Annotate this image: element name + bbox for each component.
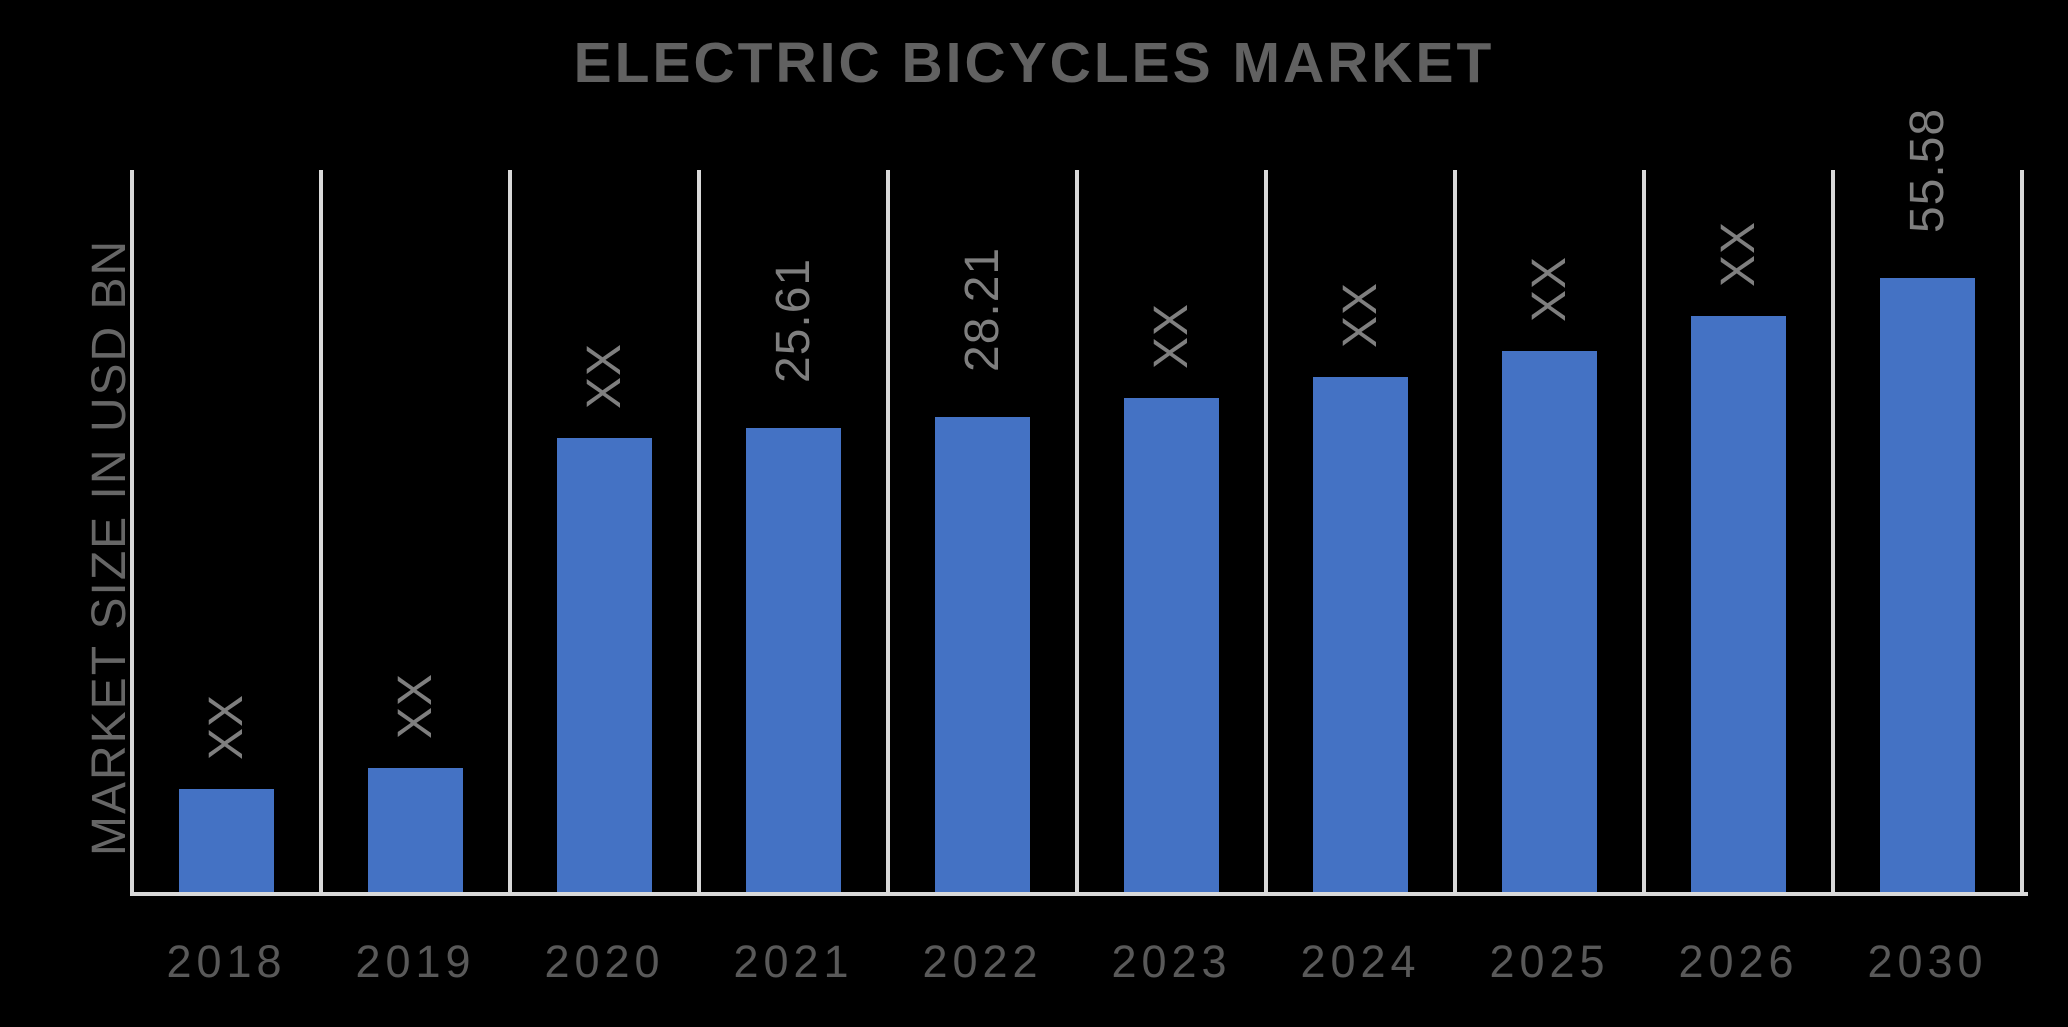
bar-value-label: XX — [199, 693, 253, 760]
bar-value-label: XX — [1144, 302, 1198, 369]
x-tick-label: 2019 — [355, 936, 476, 987]
bar — [746, 428, 841, 893]
x-tick-label: 2022 — [922, 936, 1043, 987]
x-tick-label: 2025 — [1489, 936, 1610, 987]
gridline — [319, 170, 323, 896]
gridline — [2020, 170, 2024, 896]
gridline — [1831, 170, 1835, 896]
bar-value-label: XX — [1333, 281, 1387, 348]
bar — [1880, 278, 1975, 893]
x-tick-label: 2026 — [1678, 936, 1799, 987]
x-tick-label: 2024 — [1300, 936, 1421, 987]
gridline — [886, 170, 890, 896]
bar-value-label: XX — [577, 342, 631, 409]
bar-value-label: 25.61 — [766, 257, 820, 383]
bar-value-label: XX — [388, 672, 442, 739]
x-tick-label: 2018 — [166, 936, 287, 987]
bar-value-label: 55.58 — [1900, 107, 1954, 233]
bar — [1502, 351, 1597, 893]
gridline — [508, 170, 512, 896]
x-tick-label: 2020 — [544, 936, 665, 987]
bar-value-label: XX — [1522, 255, 1576, 322]
bar — [1691, 316, 1786, 893]
bar — [935, 417, 1030, 893]
chart-title: ELECTRIC BICYCLES MARKET — [573, 31, 1495, 95]
bar-value-label: XX — [1711, 220, 1765, 287]
y-axis-line — [130, 170, 134, 896]
bar-value-label: 28.21 — [955, 246, 1009, 372]
bar — [557, 438, 652, 893]
gridline — [1453, 170, 1457, 896]
bar — [1313, 377, 1408, 893]
gridline — [1075, 170, 1079, 896]
gridline — [697, 170, 701, 896]
gridline — [1642, 170, 1646, 896]
gridline — [1264, 170, 1268, 896]
bar — [1124, 398, 1219, 893]
x-tick-label: 2023 — [1111, 936, 1232, 987]
bar — [368, 768, 463, 893]
x-tick-label: 2030 — [1867, 936, 1988, 987]
x-tick-label: 2021 — [733, 936, 854, 987]
bar — [179, 789, 274, 893]
x-axis-line — [130, 892, 2028, 896]
